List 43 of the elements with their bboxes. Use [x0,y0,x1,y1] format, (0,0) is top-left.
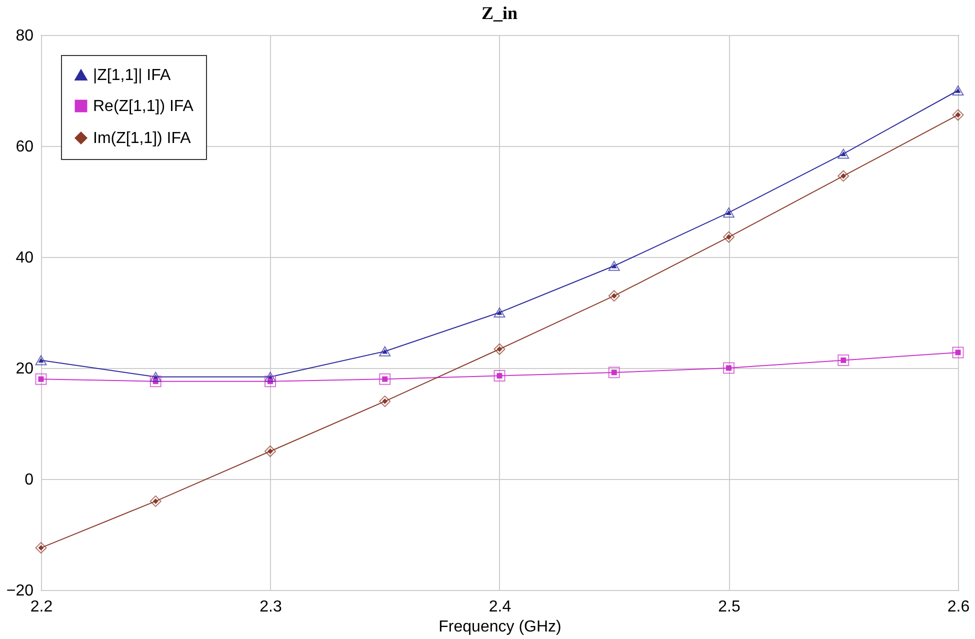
point [723,208,734,218]
x-tick-label: 2.2 [30,598,53,616]
x-tick-label: 2.5 [718,598,740,616]
point [35,542,47,554]
point [494,343,506,355]
point [494,370,506,382]
y-tick-label: 60 [16,138,34,156]
chart-title: Z_in [481,3,518,23]
point [608,366,620,378]
x-tick-label: 2.3 [260,598,282,616]
point [494,307,506,318]
point [838,148,850,159]
legend-label: Re(Z[1,1]) IFA [93,98,194,115]
y-tick-label: 40 [16,250,34,266]
x-axis-title: Frequency (GHz) [438,618,562,636]
point [723,362,734,374]
y-tick-label: −20 [6,582,34,600]
point [723,231,734,243]
legend-label: |Z[1,1]| IFA [93,67,171,84]
y-tick-label: 20 [16,360,34,378]
point [608,260,620,271]
point [608,290,620,302]
x-tick-label: 2.6 [947,598,970,616]
point [838,354,850,366]
point [379,396,391,408]
point [952,85,964,96]
point [379,373,391,385]
point [35,355,47,366]
point [838,170,850,182]
point [379,346,391,356]
point [35,373,47,385]
point [264,376,276,388]
point [150,495,162,507]
y-tick-label: 0 [24,472,34,488]
point [952,109,964,121]
y-tick-label: 80 [16,28,34,44]
point [150,376,162,388]
legend-label: Im(Z[1,1]) IFA [93,130,192,147]
x-tick-label: 2.4 [488,598,512,616]
point [150,372,162,382]
point [264,372,276,382]
point [952,346,964,358]
point [264,446,276,457]
